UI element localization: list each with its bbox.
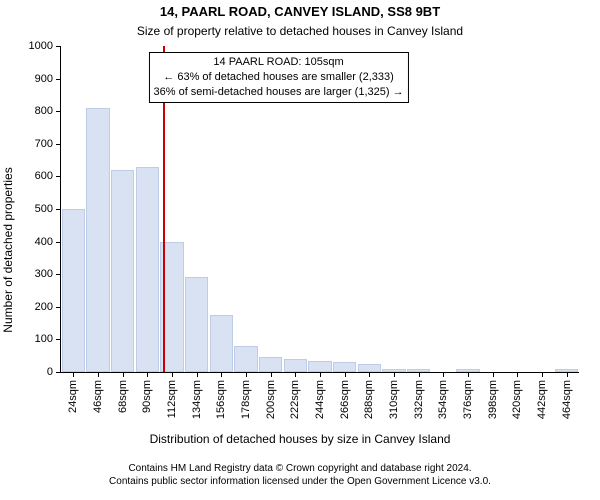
- x-tick-label: 222sqm: [289, 380, 301, 419]
- y-axis-label: Number of detached properties: [1, 167, 15, 332]
- x-tick-label: 134sqm: [191, 380, 203, 419]
- x-tick-label: 288sqm: [363, 380, 375, 419]
- x-tick-label: 200sqm: [265, 380, 277, 419]
- y-tick: [56, 176, 61, 177]
- histogram-bar: [284, 359, 307, 372]
- x-tick: [493, 372, 494, 377]
- histogram-bar: [358, 364, 381, 372]
- y-tick-label: 700: [35, 138, 53, 150]
- histogram-bar: [86, 108, 109, 372]
- x-tick: [147, 372, 148, 377]
- x-tick: [567, 372, 568, 377]
- x-tick: [271, 372, 272, 377]
- x-tick: [98, 372, 99, 377]
- x-tick-label: 442sqm: [536, 380, 548, 419]
- x-tick-label: 46sqm: [92, 380, 104, 413]
- y-tick-label: 800: [35, 105, 53, 117]
- x-tick-label: 398sqm: [487, 380, 499, 419]
- x-tick: [443, 372, 444, 377]
- x-tick-label: 244sqm: [314, 380, 326, 419]
- x-tick: [320, 372, 321, 377]
- y-tick: [56, 79, 61, 80]
- annotation-line-2: ← 63% of detached houses are smaller (2,…: [154, 70, 404, 85]
- histogram-bar: [185, 277, 208, 372]
- y-tick-label: 500: [35, 203, 53, 215]
- annotation-line-3: 36% of semi-detached houses are larger (…: [154, 85, 404, 100]
- x-tick: [468, 372, 469, 377]
- footer-attribution: Contains HM Land Registry data © Crown c…: [0, 462, 600, 488]
- y-tick-label: 100: [35, 333, 53, 345]
- x-tick: [73, 372, 74, 377]
- x-tick: [221, 372, 222, 377]
- y-tick-label: 400: [35, 236, 53, 248]
- y-tick: [56, 339, 61, 340]
- x-tick-label: 24sqm: [67, 380, 79, 413]
- histogram-bar: [136, 167, 159, 372]
- y-tick: [56, 307, 61, 308]
- histogram-bar: [234, 346, 257, 372]
- x-tick: [542, 372, 543, 377]
- y-tick: [56, 46, 61, 47]
- y-tick-label: 300: [35, 268, 53, 280]
- y-tick-label: 600: [35, 170, 53, 182]
- histogram-bar: [308, 361, 331, 372]
- chart-title-description: Size of property relative to detached ho…: [0, 24, 600, 38]
- x-axis-label: Distribution of detached houses by size …: [0, 432, 600, 446]
- annotation-box: 14 PAARL ROAD: 105sqm← 63% of detached h…: [149, 52, 409, 103]
- y-tick: [56, 242, 61, 243]
- y-tick-label: 1000: [29, 40, 53, 52]
- x-tick: [246, 372, 247, 377]
- y-tick: [56, 111, 61, 112]
- x-tick-label: 354sqm: [437, 380, 449, 419]
- x-tick-label: 156sqm: [215, 380, 227, 419]
- y-tick: [56, 372, 61, 373]
- x-tick: [369, 372, 370, 377]
- y-tick: [56, 144, 61, 145]
- x-tick: [197, 372, 198, 377]
- histogram-bar: [111, 170, 134, 372]
- x-tick: [419, 372, 420, 377]
- x-tick: [345, 372, 346, 377]
- histogram-bar: [62, 209, 85, 372]
- histogram-bar: [259, 357, 282, 372]
- x-tick-label: 266sqm: [339, 380, 351, 419]
- annotation-line-1: 14 PAARL ROAD: 105sqm: [154, 55, 404, 70]
- chart-title-address: 14, PAARL ROAD, CANVEY ISLAND, SS8 9BT: [0, 4, 600, 19]
- footer-line-1: Contains HM Land Registry data © Crown c…: [0, 462, 600, 475]
- y-tick-label: 200: [35, 301, 53, 313]
- x-tick-label: 332sqm: [413, 380, 425, 419]
- histogram-bar: [210, 315, 233, 372]
- x-tick-label: 464sqm: [561, 380, 573, 419]
- y-tick-label: 900: [35, 73, 53, 85]
- footer-line-2: Contains public sector information licen…: [0, 475, 600, 488]
- plot-area: 0100200300400500600700800900100024sqm46s…: [60, 46, 579, 373]
- x-tick-label: 90sqm: [141, 380, 153, 413]
- x-tick: [172, 372, 173, 377]
- x-tick-label: 420sqm: [511, 380, 523, 419]
- x-tick-label: 376sqm: [462, 380, 474, 419]
- y-tick: [56, 274, 61, 275]
- x-tick: [295, 372, 296, 377]
- x-tick-label: 68sqm: [117, 380, 129, 413]
- x-tick-label: 310sqm: [388, 380, 400, 419]
- y-tick: [56, 209, 61, 210]
- x-tick-label: 112sqm: [166, 380, 178, 418]
- x-tick: [517, 372, 518, 377]
- x-tick-label: 178sqm: [240, 380, 252, 419]
- x-tick: [394, 372, 395, 377]
- x-tick: [123, 372, 124, 377]
- y-tick-label: 0: [47, 366, 53, 378]
- histogram-bar: [333, 362, 356, 372]
- chart-container: 14, PAARL ROAD, CANVEY ISLAND, SS8 9BT S…: [0, 0, 600, 500]
